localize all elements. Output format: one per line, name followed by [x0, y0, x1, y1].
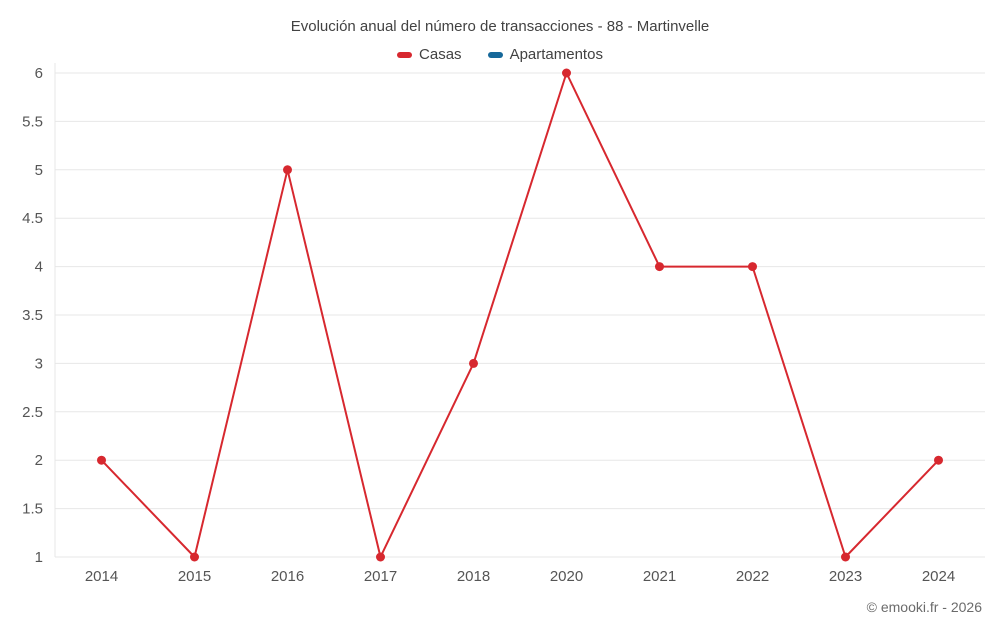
x-tick-label: 2022	[736, 568, 769, 585]
x-tick-label: 2017	[364, 568, 397, 585]
y-tick-label: 1.5	[22, 501, 43, 518]
chart-legend: Casas Apartamentos	[0, 46, 1000, 63]
x-tick-label: 2015	[178, 568, 211, 585]
copyright-footer: © emooki.fr - 2026	[866, 599, 982, 615]
legend-item-apartamentos[interactable]: Apartamentos	[487, 46, 603, 63]
data-point	[934, 455, 943, 465]
y-tick-label: 3	[35, 355, 43, 372]
y-tick-label: 3.5	[22, 307, 43, 324]
data-point	[376, 552, 385, 562]
y-tick-label: 5.5	[22, 113, 43, 130]
legend-label-casas: Casas	[419, 46, 462, 63]
y-tick-label: 6	[35, 65, 43, 82]
y-tick-label: 2	[35, 452, 43, 469]
chart-title: Evolución anual del número de transaccio…	[290, 18, 710, 35]
data-point	[841, 552, 850, 562]
data-point	[190, 552, 199, 562]
x-tick-label: 2016	[271, 568, 304, 585]
data-point	[562, 68, 571, 78]
data-point	[469, 358, 478, 368]
data-point	[97, 455, 106, 465]
legend-item-casas[interactable]: Casas	[397, 46, 462, 63]
x-tick-label: 2020	[550, 568, 583, 585]
y-tick-label: 4	[35, 259, 43, 276]
data-point	[655, 262, 664, 272]
casas-legend-marker-icon	[397, 51, 413, 58]
apartamentos-legend-marker-icon	[487, 51, 503, 58]
x-tick-label: 2018	[457, 568, 490, 585]
y-tick-label: 2.5	[22, 404, 43, 421]
y-tick-label: 1	[35, 549, 43, 566]
y-tick-label: 5	[35, 162, 43, 179]
y-tick-label: 4.5	[22, 210, 43, 227]
data-point	[283, 165, 292, 175]
legend-label-apartamentos: Apartamentos	[509, 46, 603, 63]
series-line-casas	[100, 72, 940, 558]
data-point	[748, 262, 757, 272]
x-tick-label: 2024	[922, 568, 955, 585]
x-tick-label: 2021	[643, 568, 676, 585]
x-tick-label: 2014	[85, 568, 118, 585]
x-tick-label: 2023	[829, 568, 862, 585]
